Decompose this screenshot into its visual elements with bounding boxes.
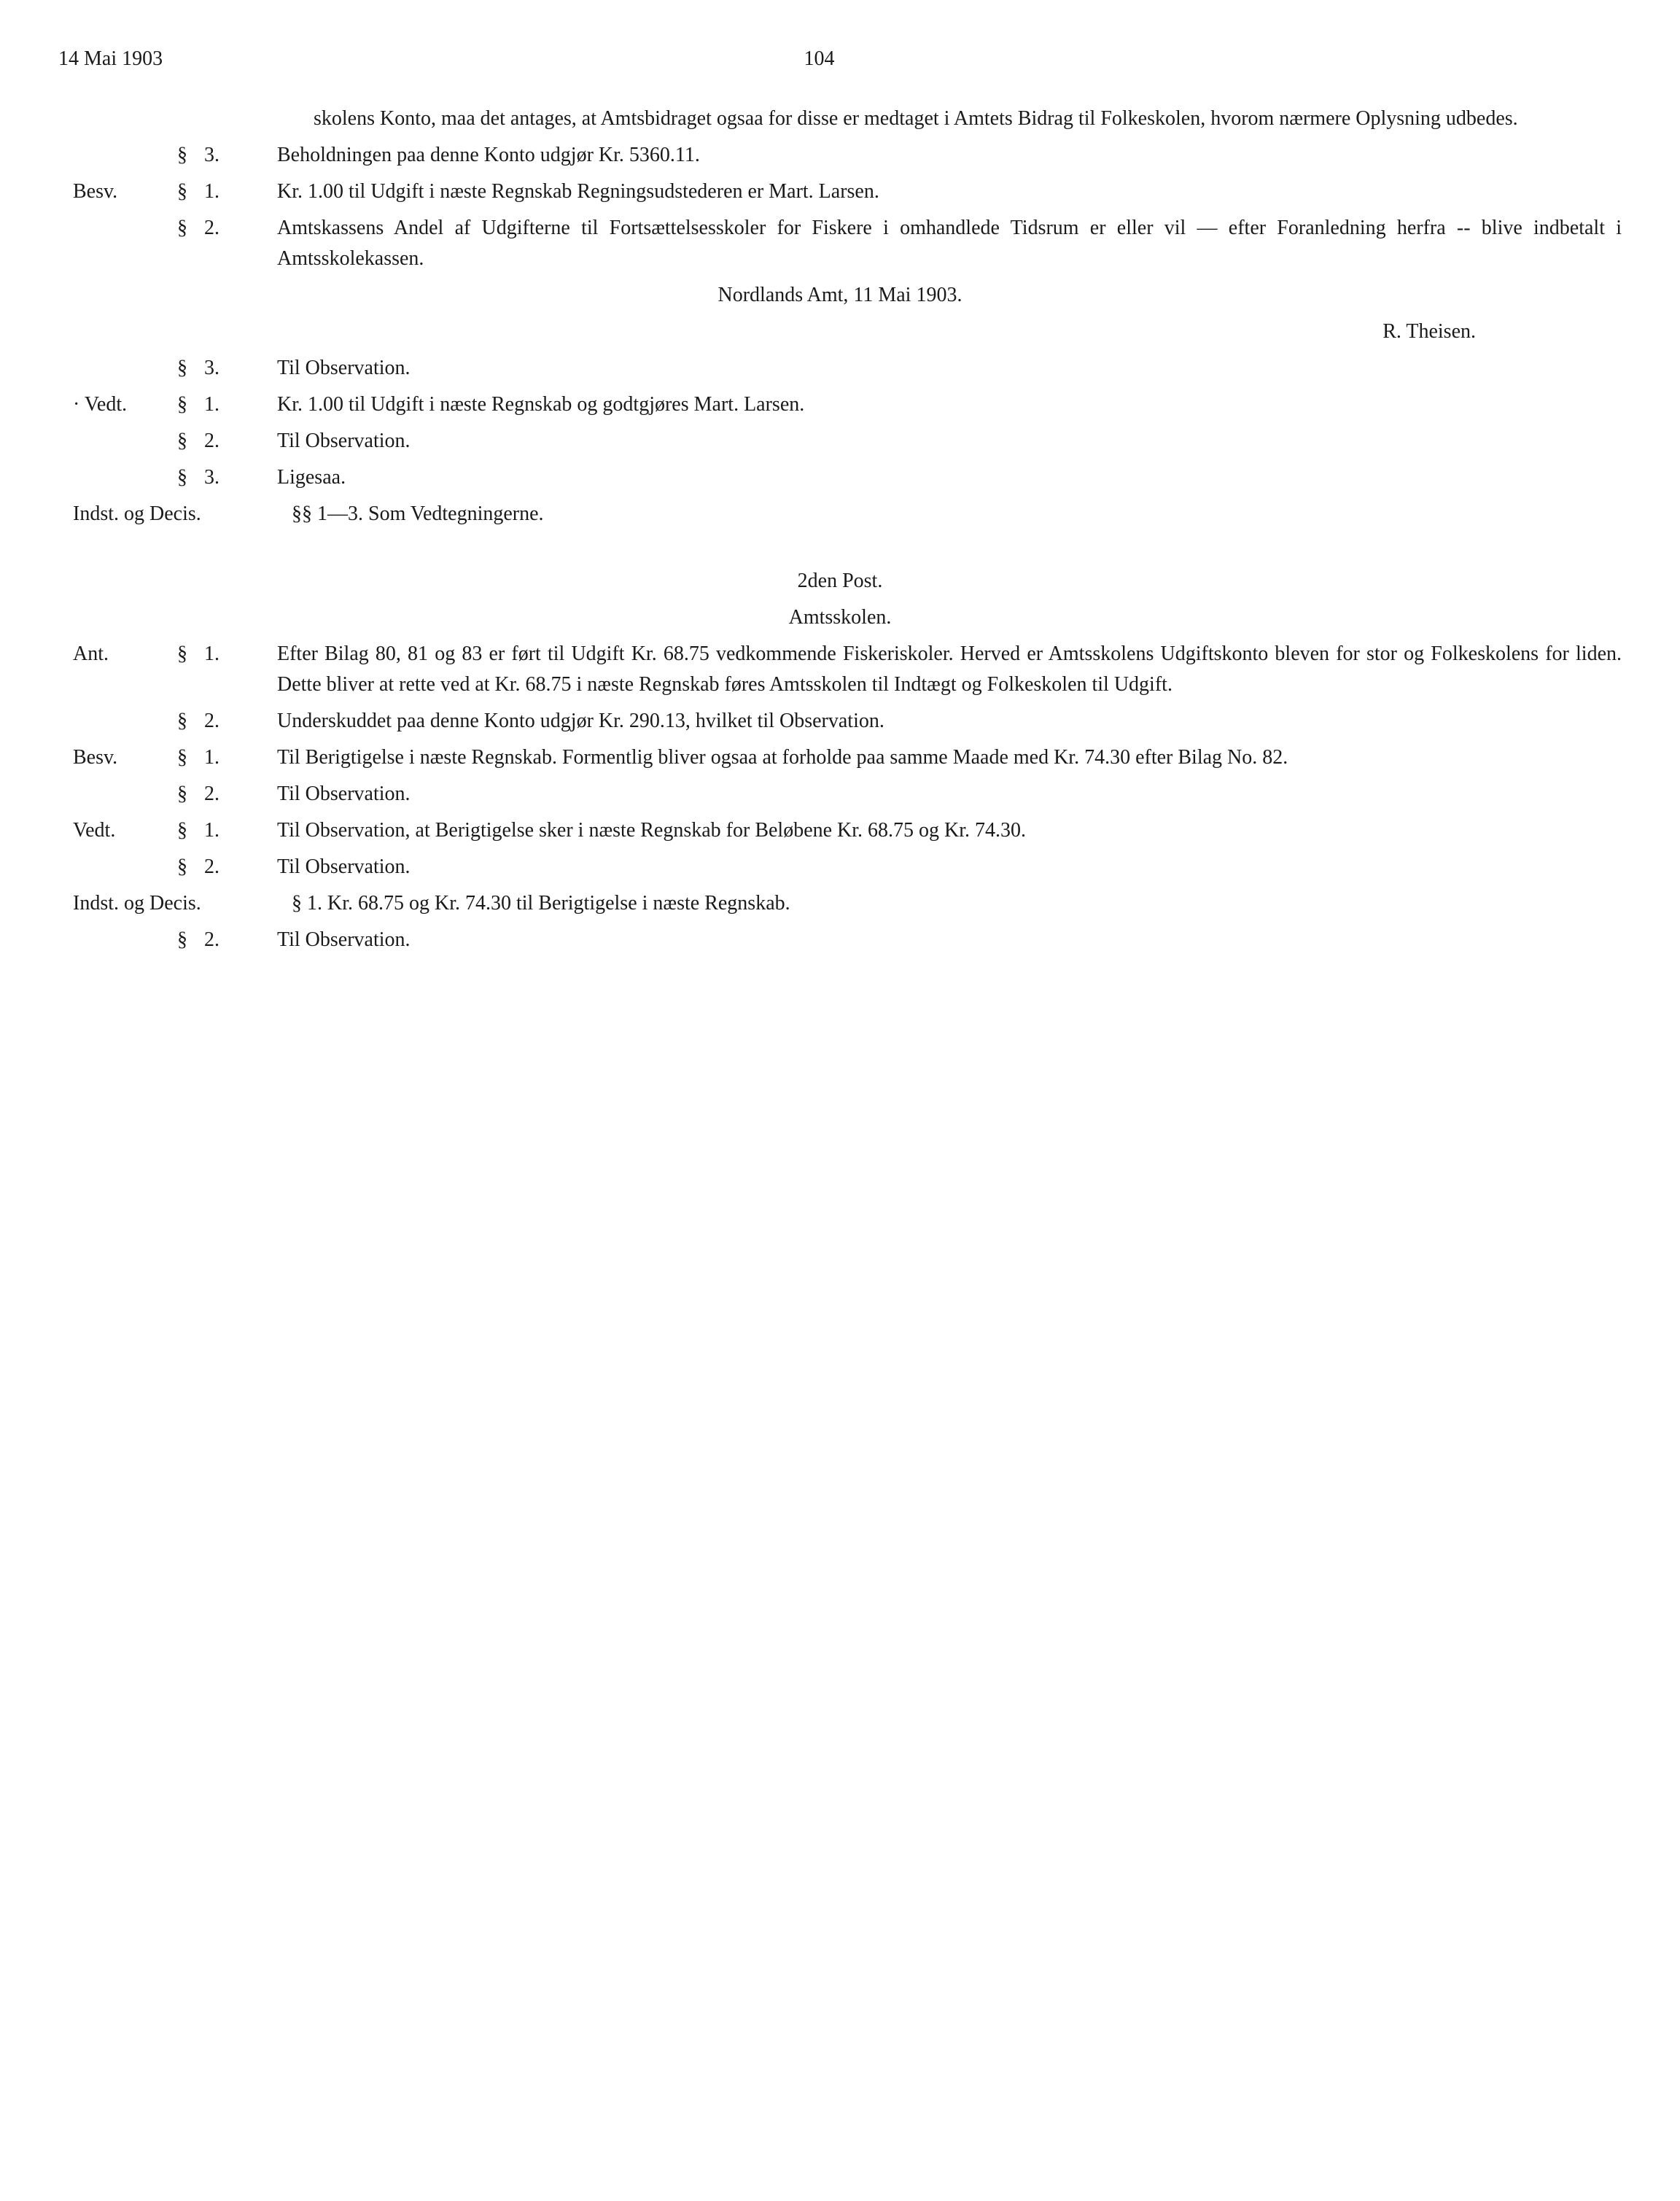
row-text: Til Observation. [248,353,1622,384]
row-number: 2. [204,925,248,955]
row-label: Ant. [58,639,160,669]
row-text: Amtskassens Andel af Udgifterne til Fort… [248,213,1622,274]
section-symbol: § [160,462,204,493]
page-header: 14 Mai 1903 104 [58,44,1622,74]
section-symbol: § [160,353,204,384]
row-text: Underskuddet paa denne Konto udgjør Kr. … [248,706,1622,737]
section-symbol: § [160,742,204,773]
row-number: 2. [204,779,248,810]
row-number: 2. [204,852,248,882]
row-text: Kr. 1.00 til Udgift i næste Regnskab Reg… [248,176,1622,207]
section-symbol: § [160,176,204,207]
post-title: 2den Post. [58,566,1622,597]
row-label: Besv. [58,176,160,207]
row-text: Til Berigtigelse i næste Regnskab. Forme… [248,742,1622,773]
row-number: 2. [204,706,248,737]
row-number: 1. [204,639,248,669]
row-label: Besv. [58,742,160,773]
section-symbol: § [160,389,204,420]
post-subtitle: Amtsskolen. [58,602,1622,633]
row-number: 3. [204,353,248,384]
entry-row: § 3. Ligesaa. [58,462,1622,493]
row-number: 1. [204,389,248,420]
entry-row: § 2. Til Observation. [58,426,1622,457]
entry-row: § 2. Til Observation. [58,779,1622,810]
row-text: Til Observation, at Berigtigelse sker i … [248,815,1622,846]
row-number: 3. [204,140,248,171]
row-number: 1. [204,176,248,207]
section-symbol: § [160,815,204,846]
indst-text: § 1. Kr. 68.75 og Kr. 74.30 til Berigtig… [277,888,1622,919]
row-label: · Vedt. [58,389,160,420]
entry-row: § 2. Amtskassens Andel af Udgifterne til… [58,213,1622,274]
row-label: Vedt. [58,815,160,846]
entry-row: § 3. Beholdningen paa denne Konto udgjør… [58,140,1622,171]
intro-paragraph: skolens Konto, maa det antages, at Amtsb… [314,104,1622,134]
entry-row: Besv. § 1. Til Berigtigelse i næste Regn… [58,742,1622,773]
entry-row: Vedt. § 1. Til Observation, at Berigtige… [58,815,1622,846]
row-text: Til Observation. [248,779,1622,810]
row-text: Til Observation. [248,852,1622,882]
section-symbol: § [160,706,204,737]
entry-row: § 2. Til Observation. [58,925,1622,955]
row-number: 1. [204,815,248,846]
row-number: 1. [204,742,248,773]
entry-row: § 3. Til Observation. [58,353,1622,384]
page-number: 104 [163,44,1622,74]
section-symbol: § [160,925,204,955]
indst-text: §§ 1—3. Som Vedtegningerne. [277,499,1622,529]
row-text: Ligesaa. [248,462,1622,493]
entry-row: Ant. § 1. Efter Bilag 80, 81 og 83 er fø… [58,639,1622,700]
entry-row: Besv. § 1. Kr. 1.00 til Udgift i næste R… [58,176,1622,207]
section-symbol: § [160,852,204,882]
row-number: 2. [204,213,248,244]
row-text: Kr. 1.00 til Udgift i næste Regnskab og … [248,389,1622,420]
row-text: Til Observation. [248,925,1622,955]
signature: R. Theisen. [58,317,1622,347]
amt-line: Nordlands Amt, 11 Mai 1903. [58,280,1622,311]
indst-label: Indst. og Decis. [58,888,277,919]
row-text: Beholdningen paa denne Konto udgjør Kr. … [248,140,1622,171]
entry-row: · Vedt. § 1. Kr. 1.00 til Udgift i næste… [58,389,1622,420]
section-symbol: § [160,639,204,669]
section-symbol: § [160,779,204,810]
row-number: 3. [204,462,248,493]
row-number: 2. [204,426,248,457]
row-text: Efter Bilag 80, 81 og 83 er ført til Udg… [248,639,1622,700]
header-date: 14 Mai 1903 [58,44,163,74]
indst-row: Indst. og Decis. §§ 1—3. Som Vedtegninge… [58,499,1622,529]
row-text: Til Observation. [248,426,1622,457]
indst-row: Indst. og Decis. § 1. Kr. 68.75 og Kr. 7… [58,888,1622,919]
section-symbol: § [160,426,204,457]
section-symbol: § [160,140,204,171]
entry-row: § 2. Til Observation. [58,852,1622,882]
indst-label: Indst. og Decis. [58,499,277,529]
section-symbol: § [160,213,204,244]
entry-row: § 2. Underskuddet paa denne Konto udgjør… [58,706,1622,737]
